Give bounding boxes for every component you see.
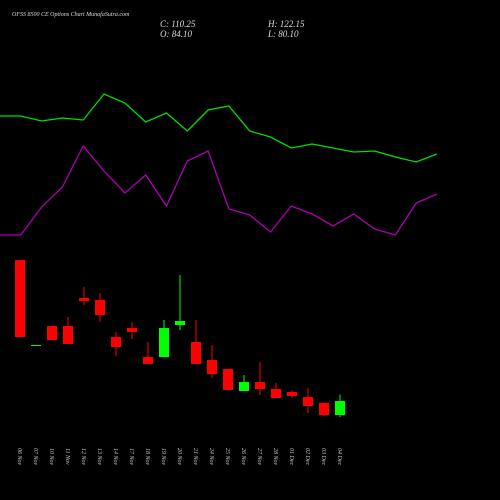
- candle-body: [223, 369, 233, 391]
- x-tick-label: 24 Nov: [208, 448, 215, 466]
- candle-body: [175, 320, 185, 326]
- x-tick-label: 06 Nov: [16, 448, 22, 466]
- candle-body: [79, 297, 89, 301]
- ohlc-label: H: 122.15: [267, 19, 305, 29]
- x-tick-label: 07 Nov: [32, 448, 38, 466]
- candle-body: [143, 357, 153, 364]
- ohlc-label: O: 84.10: [160, 29, 192, 39]
- x-tick-label: 10 Nov: [48, 448, 54, 466]
- x-tick-label: 03 Dec: [320, 448, 326, 465]
- x-tick-label: 01 Dec: [288, 448, 294, 465]
- x-tick-label: 19 Nov: [160, 448, 166, 466]
- candle-body: [159, 328, 169, 358]
- x-tick-label: 27 Nov: [256, 448, 262, 466]
- candle-body: [47, 326, 57, 341]
- ohlc-label: C: 110.25: [160, 19, 196, 29]
- x-tick-label: 04 Dec: [336, 448, 343, 465]
- x-tick-label: 17 Nov: [128, 448, 134, 466]
- candle-body: [287, 391, 297, 397]
- candle-body: [255, 382, 265, 389]
- x-tick-label: 13 Nov: [96, 448, 102, 466]
- candle-body: [239, 382, 249, 392]
- candle-body: [303, 397, 313, 407]
- x-tick-label: 12 Nov: [80, 448, 86, 466]
- x-tick-label: 25 Nov: [224, 448, 230, 466]
- candle-body: [207, 360, 217, 375]
- x-tick-label: 28 Nov: [272, 448, 278, 466]
- candle-body: [15, 260, 25, 338]
- x-tick-label: 02 Dec: [304, 448, 310, 465]
- indicator-line: [0, 93, 438, 163]
- indicator-line: [0, 144, 438, 236]
- candle-body: [335, 401, 345, 416]
- candle-body: [31, 344, 41, 346]
- candle-body: [111, 337, 121, 348]
- candle-body: [95, 300, 105, 316]
- x-tick-label: 26 Nov: [240, 448, 246, 466]
- ohlc-label: L: 80.10: [267, 29, 299, 39]
- candle-body: [191, 341, 201, 364]
- x-tick-label: 20 Nov: [176, 448, 182, 466]
- chart-title: OFSS 8500 CE Options Chart MunafaSutra.c…: [12, 11, 130, 18]
- candle-body: [271, 388, 281, 398]
- candle-body: [63, 326, 73, 345]
- x-tick-label: 21 Nov: [192, 448, 198, 466]
- candle-body: [127, 328, 137, 332]
- candle-body: [319, 403, 329, 416]
- x-tick-label: 14 Nov: [112, 448, 119, 466]
- x-tick-label: 11 Nov: [64, 448, 70, 465]
- x-tick-label: 18 Nov: [144, 448, 150, 466]
